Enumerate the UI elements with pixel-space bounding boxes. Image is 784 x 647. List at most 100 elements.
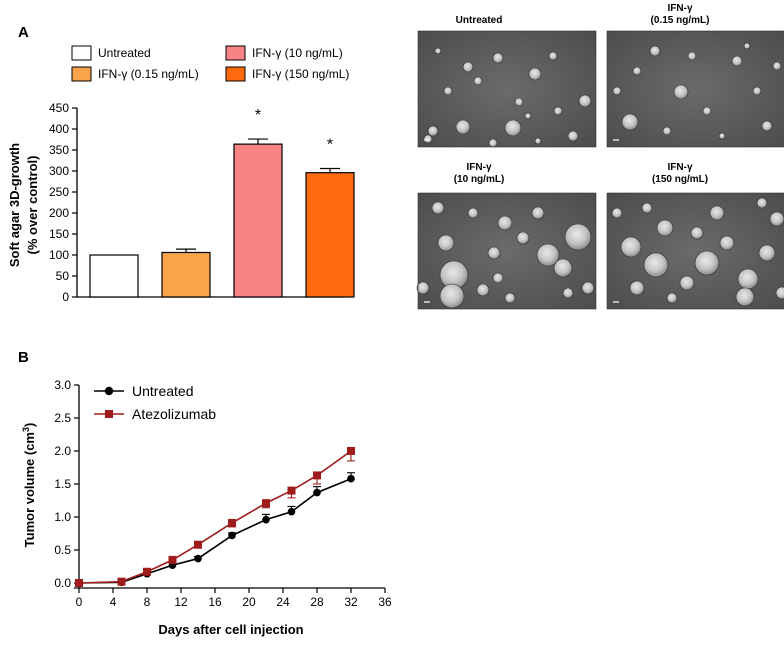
- bar-y-tick-label: 400: [49, 122, 69, 136]
- series-line-untreated: [78, 477, 352, 584]
- bar-y-tick-label: 150: [49, 227, 69, 241]
- bar-untreated: [89, 254, 139, 298]
- colony: [719, 235, 735, 251]
- colony: [427, 125, 439, 137]
- colony: [581, 281, 595, 295]
- line-chart: Tumor volume (cm3) Days after cell injec…: [21, 378, 392, 637]
- colony: [536, 243, 560, 267]
- line-legend: Untreated Atezolizumab: [94, 383, 216, 422]
- line-y-tick-label: 3.0: [54, 378, 71, 392]
- colony: [702, 106, 712, 116]
- line-y-tick-label: 1.5: [54, 477, 71, 491]
- data-point-atezolizumab: [313, 471, 321, 480]
- colony: [632, 66, 642, 76]
- colony: [462, 61, 474, 73]
- significance-mark-ifn-high: *: [327, 136, 333, 153]
- micrograph-title-untreated: Untreated: [456, 15, 503, 26]
- colony: [439, 283, 465, 309]
- colony: [775, 286, 784, 300]
- colony: [531, 206, 545, 220]
- line-x-tick-label: 32: [344, 595, 358, 609]
- colony: [620, 236, 642, 258]
- bar-chart: Untreated IFN-γ (0.15 ng/mL) IFN-γ (10 n…: [7, 45, 355, 304]
- data-point-atezolizumab: [117, 577, 126, 586]
- colony: [504, 119, 522, 137]
- colony: [666, 292, 678, 304]
- legend-marker-untreated: [104, 386, 114, 396]
- micrograph-frame: [606, 30, 784, 148]
- bar-y-tick-label: 100: [49, 248, 69, 262]
- colony: [514, 97, 524, 107]
- colony: [643, 252, 669, 278]
- bar-y-tick-label: 350: [49, 143, 69, 157]
- bar-y-tick-label: 0: [62, 290, 69, 304]
- line-x-tick-label: 16: [208, 595, 222, 609]
- colony: [416, 281, 430, 295]
- colony: [656, 219, 674, 237]
- colony: [524, 112, 532, 120]
- colony: [641, 202, 653, 214]
- colony: [443, 86, 453, 96]
- colony: [567, 130, 579, 142]
- panel-a-label: A: [18, 24, 29, 41]
- line-x-tick-label: 36: [378, 595, 392, 609]
- colony: [497, 215, 513, 231]
- colony: [694, 250, 720, 276]
- colony: [492, 52, 504, 64]
- micrograph-title-ifn-high-line1: IFN-γ: [668, 162, 693, 173]
- colony: [629, 280, 645, 296]
- colony: [649, 45, 661, 57]
- colony: [431, 201, 445, 215]
- legend-swatch-ifn-high: [225, 66, 246, 82]
- colony: [473, 76, 483, 86]
- line-y-tick-label: 0.5: [54, 543, 71, 557]
- legend-swatch-untreated: [71, 45, 92, 61]
- colony: [679, 275, 695, 291]
- bar-y-tick-label: 250: [49, 185, 69, 199]
- colony: [455, 119, 471, 135]
- data-point-atezolizumab: [75, 579, 83, 587]
- line-x-tick-label: 4: [110, 595, 117, 609]
- colony: [752, 86, 762, 96]
- legend-label-ifn-mid: IFN-γ (10 ng/mL): [252, 46, 343, 60]
- legend-label-line-atezolizumab: Atezolizumab: [132, 406, 216, 422]
- colony: [662, 126, 672, 136]
- micrograph-frame: [606, 192, 784, 310]
- colony: [564, 223, 592, 251]
- bar-y-tick-label: 450: [49, 101, 69, 115]
- colony: [612, 86, 622, 96]
- bar-y-title-line2: (% over control): [25, 156, 40, 255]
- legend-label-ifn-low: IFN-γ (0.15 ng/mL): [98, 67, 199, 81]
- colony: [534, 137, 542, 145]
- colony: [488, 138, 498, 148]
- data-point-atezolizumab: [194, 540, 202, 549]
- colony: [772, 61, 782, 71]
- colony: [423, 134, 433, 144]
- micrograph-frame: [417, 30, 597, 148]
- legend-label-ifn-high: IFN-γ (150 ng/mL): [252, 67, 349, 81]
- colony: [737, 268, 759, 290]
- data-point-atezolizumab: [168, 555, 177, 564]
- colony: [548, 51, 558, 61]
- data-point-untreated: [313, 488, 321, 497]
- colony: [621, 113, 639, 131]
- data-point-atezolizumab: [143, 567, 151, 576]
- data-point-atezolizumab: [262, 499, 270, 508]
- colony: [434, 47, 442, 55]
- bar-legend: Untreated IFN-γ (0.15 ng/mL) IFN-γ (10 n…: [71, 45, 349, 82]
- colony: [769, 211, 784, 227]
- micrograph-title-ifn-mid-line2: (10 ng/mL): [454, 174, 505, 185]
- colony: [553, 106, 563, 116]
- colony: [761, 120, 773, 132]
- data-point-untreated: [287, 507, 296, 516]
- colony: [756, 197, 768, 209]
- micrograph-title-ifn-high-line2: (150 ng/mL): [652, 174, 708, 185]
- bar-y-title-line1: Soft agar 3D-growth: [7, 143, 22, 267]
- micrograph-title-ifn-low-line1: IFN-γ: [668, 3, 693, 14]
- colony: [562, 287, 574, 299]
- legend-label-line-untreated: Untreated: [132, 383, 193, 399]
- colony: [578, 94, 592, 108]
- legend-swatch-ifn-low: [71, 66, 92, 82]
- line-y-tick-label: 2.0: [54, 444, 71, 458]
